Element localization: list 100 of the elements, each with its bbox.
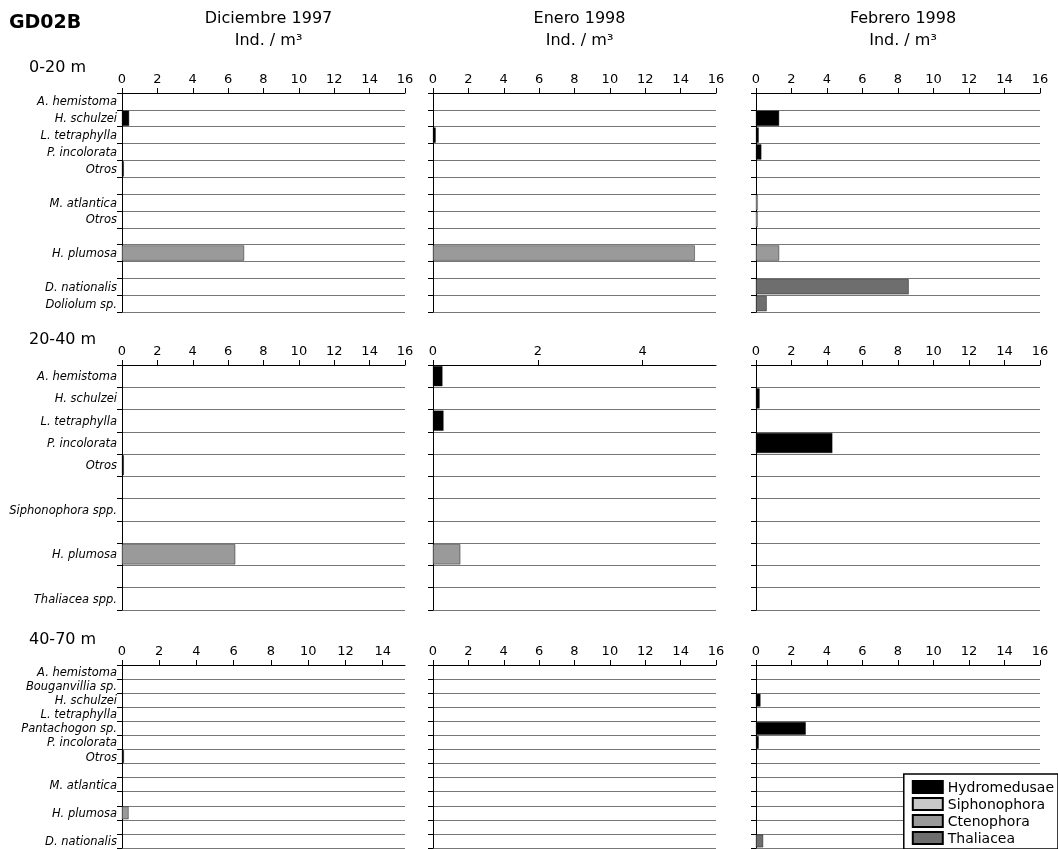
legend-label: Hydromedusae xyxy=(947,779,1055,795)
x-tick-label: 4 xyxy=(192,643,201,658)
x-tick-label: 10 xyxy=(290,71,308,86)
x-tick-label: 16 xyxy=(396,71,414,86)
x-tick-label: 10 xyxy=(290,343,308,358)
x-tick-label: 2 xyxy=(787,643,796,658)
y-tick-label: Otros xyxy=(85,212,117,227)
x-tick-label: 6 xyxy=(858,71,867,86)
x-tick-label: 4 xyxy=(822,71,832,86)
y-tick-label: H. plumosa xyxy=(51,246,117,261)
x-tick-label: 4 xyxy=(188,71,197,86)
chart-subtitle: 0-20 m xyxy=(29,56,86,76)
legend-label: Ctenophora xyxy=(947,813,1030,829)
x-tick-label: 2 xyxy=(787,71,796,86)
y-tick-label: Bouganvillia sp. xyxy=(25,679,117,694)
x-tick-label: 8 xyxy=(259,71,268,86)
x-tick-label: 14 xyxy=(361,343,378,358)
x-tick-label: 6 xyxy=(858,343,867,358)
x-tick-label: 8 xyxy=(570,643,579,658)
x-tick-label: 6 xyxy=(858,643,867,658)
x-axis-title: Ind. / m³ xyxy=(234,29,303,49)
x-tick-label: 16 xyxy=(707,643,725,658)
chart-title: Febrero 1998 xyxy=(849,7,957,27)
x-tick-label: 8 xyxy=(893,643,903,658)
x-tick-label: 14 xyxy=(374,643,391,658)
legend-label: Siphonophora xyxy=(947,796,1045,812)
x-tick-label: 2 xyxy=(153,343,162,358)
x-axis-title: Ind. / m³ xyxy=(545,29,614,49)
x-tick-label: 14 xyxy=(361,71,378,86)
x-tick-label: 0 xyxy=(428,343,438,358)
x-tick-label: 14 xyxy=(996,643,1013,658)
x-tick-label: 14 xyxy=(996,71,1013,86)
y-tick-label: A. hemistoma xyxy=(36,94,117,109)
x-tick-label: 8 xyxy=(893,71,903,86)
y-tick-label: Siphonophora spp. xyxy=(9,502,117,517)
x-tick-label: 12 xyxy=(960,71,978,86)
chart-subtitle: 20-40 m xyxy=(29,328,97,348)
x-tick-label: 4 xyxy=(188,343,197,358)
x-tick-label: 4 xyxy=(822,643,832,658)
y-tick-label: P. incolorata xyxy=(46,435,117,450)
chart-subtitle: 40-70 m xyxy=(29,628,97,648)
x-tick-label: 4 xyxy=(499,643,508,658)
chart-title: Enero 1998 xyxy=(533,7,626,27)
x-tick-label: 12 xyxy=(960,343,978,358)
x-tick-label: 16 xyxy=(1031,343,1049,358)
y-tick-label: Otros xyxy=(85,161,117,176)
x-tick-label: 16 xyxy=(1031,71,1049,86)
text: GD02B xyxy=(9,9,82,32)
x-tick-label: 16 xyxy=(1031,643,1049,658)
x-tick-label: 2 xyxy=(533,343,542,358)
x-tick-label: 10 xyxy=(601,643,619,658)
y-tick-label: H. schulzei xyxy=(54,693,118,708)
y-tick-label: D. nationalis xyxy=(45,833,117,848)
y-tick-label: Pantachogon sp. xyxy=(21,721,117,736)
y-tick-label: M. atlantica xyxy=(49,195,117,210)
x-tick-label: 10 xyxy=(299,643,317,658)
x-tick-label: 14 xyxy=(996,343,1013,358)
y-tick-label: H. schulzei xyxy=(54,391,118,406)
x-tick-label: 6 xyxy=(534,643,544,658)
x-tick-label: 10 xyxy=(925,71,942,86)
x-tick-label: 2 xyxy=(153,71,162,86)
x-axis-title: Ind. / m³ xyxy=(869,29,937,49)
x-tick-label: 0 xyxy=(117,71,127,86)
x-tick-label: 12 xyxy=(325,343,343,358)
legend-label: Thaliacea xyxy=(946,830,1016,846)
x-tick-label: 10 xyxy=(925,643,942,658)
x-tick-label: 16 xyxy=(707,71,725,86)
y-tick-label: H. plumosa xyxy=(51,805,117,820)
x-tick-label: 0 xyxy=(117,343,127,358)
y-tick-label: Doliolum sp. xyxy=(45,296,117,311)
x-tick-label: 10 xyxy=(925,343,942,358)
x-tick-label: 8 xyxy=(259,343,268,358)
x-tick-label: 0 xyxy=(117,643,127,658)
y-tick-label: M. atlantica xyxy=(49,777,117,792)
x-tick-label: 6 xyxy=(223,343,233,358)
x-tick-label: 4 xyxy=(499,71,508,86)
x-tick-label: 8 xyxy=(266,643,276,658)
y-tick-label: H. plumosa xyxy=(51,547,117,562)
x-tick-label: 6 xyxy=(223,71,233,86)
y-tick-label: P. incolorata xyxy=(46,735,117,750)
y-tick-label: Otros xyxy=(85,749,117,764)
x-tick-label: 16 xyxy=(396,343,414,358)
x-tick-label: 6 xyxy=(534,71,544,86)
x-tick-label: 8 xyxy=(893,343,903,358)
y-tick-label: P. incolorata xyxy=(46,144,117,159)
x-tick-label: 2 xyxy=(155,643,164,658)
x-tick-label: 0 xyxy=(751,643,761,658)
y-tick-label: L. tetraphylla xyxy=(40,707,117,722)
x-tick-label: 12 xyxy=(325,71,343,86)
y-tick-label: Thaliacea spp. xyxy=(33,591,117,606)
y-tick-label: L. tetraphylla xyxy=(40,128,117,143)
x-tick-label: 14 xyxy=(672,71,689,86)
x-tick-label: 0 xyxy=(428,643,438,658)
x-tick-label: 0 xyxy=(428,71,438,86)
x-tick-label: 8 xyxy=(570,71,579,86)
y-tick-label: Otros xyxy=(85,458,117,473)
x-tick-label: 6 xyxy=(229,643,238,658)
x-tick-label: 12 xyxy=(636,643,654,658)
x-tick-label: 0 xyxy=(751,343,761,358)
x-tick-label: 4 xyxy=(638,343,647,358)
